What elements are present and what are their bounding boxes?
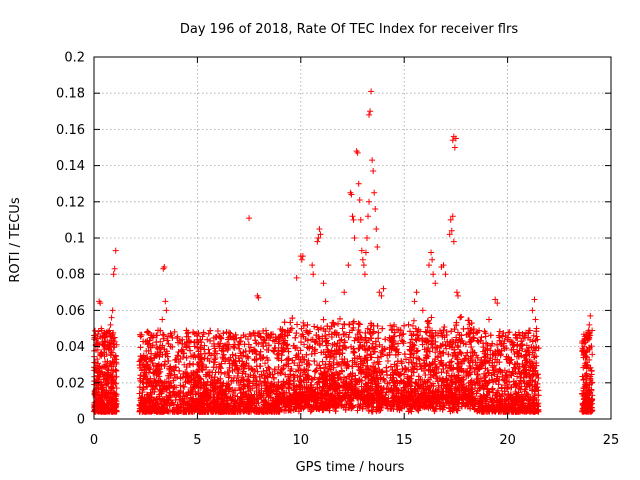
data-point: [92, 389, 99, 396]
data-point: [106, 374, 113, 381]
data-point: [101, 341, 108, 348]
data-point: [112, 374, 119, 381]
data-point: [112, 390, 119, 397]
data-point: [92, 327, 99, 334]
data-point: [92, 359, 99, 366]
data-point: [91, 334, 98, 341]
data-point: [113, 391, 120, 398]
data-point: [371, 359, 378, 366]
data-point: [98, 401, 105, 408]
data-point: [94, 399, 101, 406]
data-point: [102, 371, 109, 378]
data-point: [94, 346, 101, 353]
data-point: [96, 374, 103, 381]
data-point: [111, 343, 118, 350]
data-point: [103, 404, 110, 411]
data-point: [106, 399, 113, 406]
data-point: [109, 349, 116, 356]
data-points: [91, 88, 596, 415]
data-point: [94, 356, 101, 363]
data-point: [95, 360, 102, 367]
data-point: [204, 336, 211, 343]
data-point: [112, 400, 119, 407]
data-point: [99, 351, 106, 358]
chart-title: Day 196 of 2018, Rate Of TEC Index for r…: [180, 22, 518, 37]
data-point: [262, 360, 269, 367]
data-point: [106, 343, 113, 350]
data-point: [106, 407, 113, 414]
data-point: [113, 385, 120, 392]
data-point: [113, 367, 120, 374]
data-point: [99, 370, 106, 377]
data-point: [113, 407, 120, 414]
data-point: [93, 384, 100, 391]
data-point: [409, 322, 416, 329]
data-point: [171, 328, 178, 335]
data-point: [104, 358, 111, 365]
data-point: [103, 330, 110, 337]
data-point: [112, 380, 119, 387]
data-point: [468, 343, 475, 350]
data-point: [410, 317, 417, 324]
data-point: [108, 361, 115, 368]
data-point: [384, 358, 391, 365]
data-point: [108, 385, 115, 392]
data-point: [207, 337, 214, 344]
data-point: [110, 337, 117, 344]
data-point: [98, 388, 105, 395]
data-point: [108, 378, 115, 385]
data-point: [102, 363, 109, 370]
data-point: [113, 359, 120, 366]
data-point: [109, 330, 116, 337]
data-point: [111, 356, 118, 363]
data-point: [107, 384, 114, 391]
data-point: [100, 376, 107, 383]
data-point: [100, 342, 107, 349]
data-point: [94, 372, 101, 379]
data-point: [104, 333, 111, 340]
data-point: [95, 328, 102, 335]
data-point: [98, 381, 105, 388]
grid-lines: [94, 57, 611, 419]
data-point: [109, 404, 116, 411]
data-point: [104, 370, 111, 377]
data-point: [101, 408, 108, 415]
